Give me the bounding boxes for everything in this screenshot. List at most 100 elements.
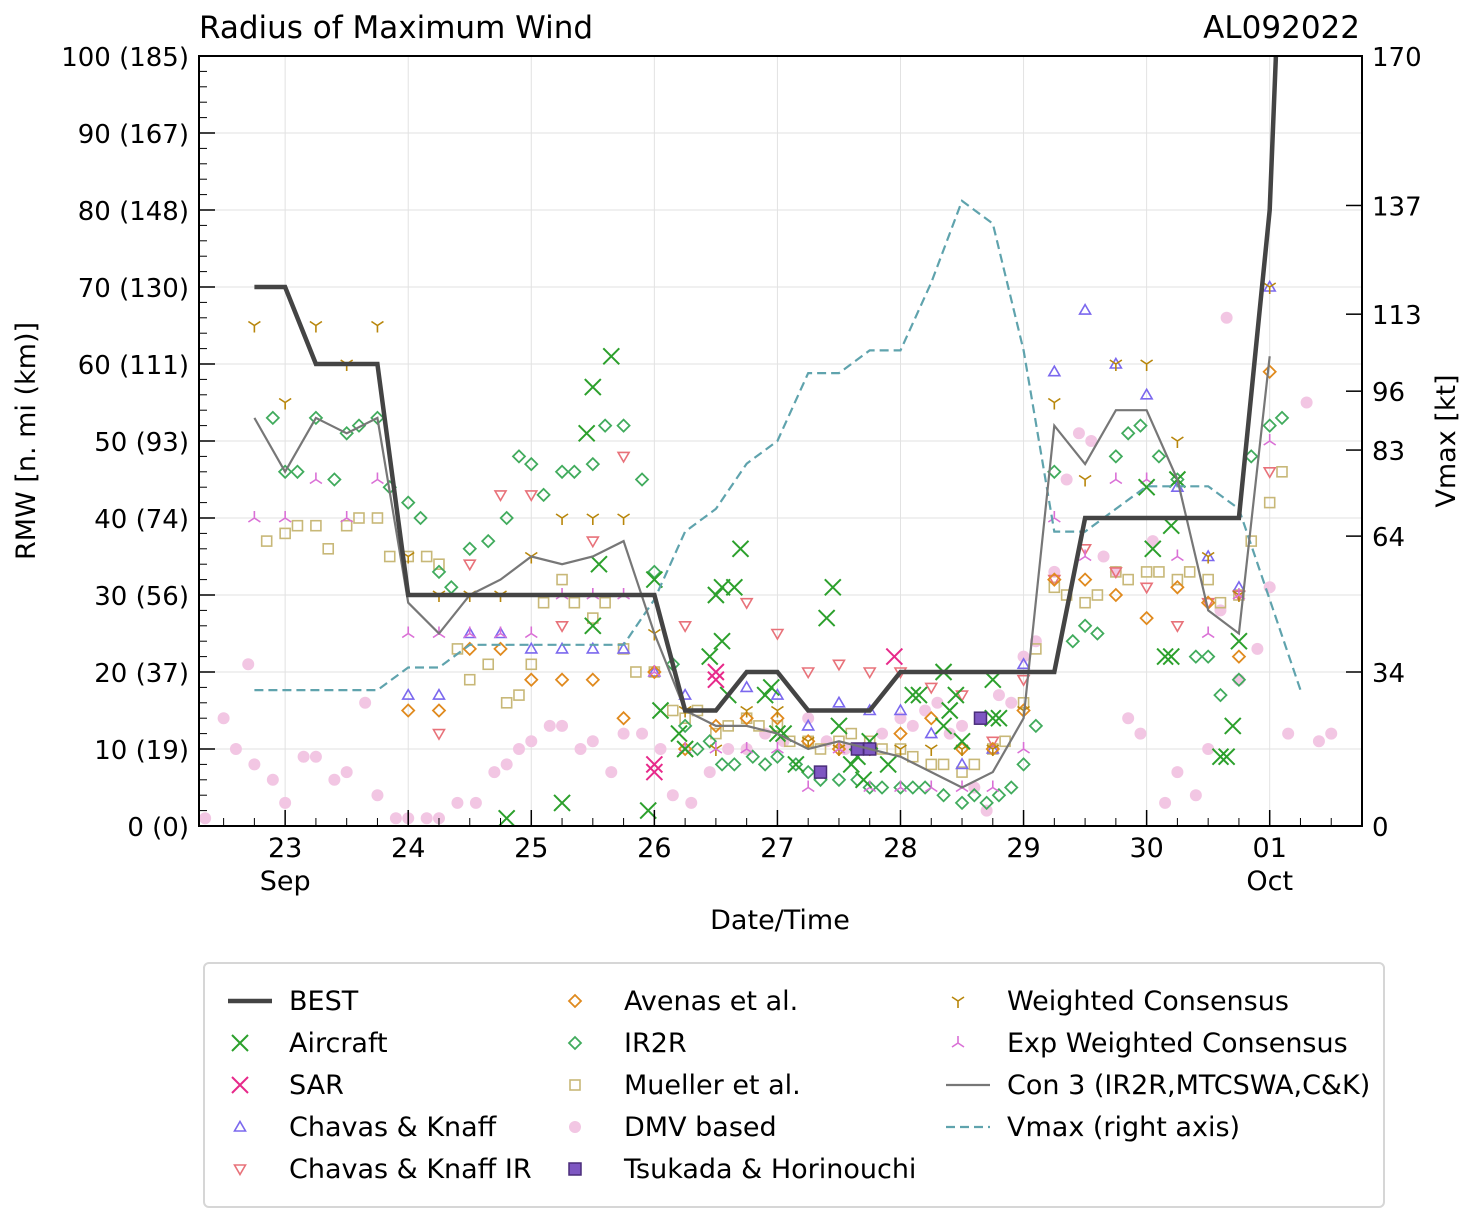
dmv-based-point xyxy=(199,812,212,825)
ir2r-point xyxy=(1231,672,1247,687)
aircraft-point xyxy=(984,670,1002,689)
exp-weighted-consensus-point xyxy=(1109,472,1123,485)
exp-weighted-consensus-point xyxy=(832,742,846,754)
avenas-et-al-point xyxy=(1077,572,1093,587)
dmv-based-point xyxy=(279,796,292,809)
aircraft-point xyxy=(984,709,1002,727)
mueller-et-al-point xyxy=(433,558,445,571)
sar-point xyxy=(645,755,664,774)
weighted-consensus-point xyxy=(1263,282,1277,294)
mueller-et-al-point xyxy=(1171,573,1184,586)
ir2r-point xyxy=(511,449,527,464)
avenas-et-al-point xyxy=(893,726,908,741)
series-chavas-knaff-ir xyxy=(432,451,1277,749)
legend-swatch-weighted-consensus xyxy=(951,996,965,1008)
ir2r-point xyxy=(917,780,933,795)
dmv-based-point xyxy=(469,796,482,809)
chavas-knaff-ir-point xyxy=(1078,544,1092,556)
exp-weighted-consensus-point xyxy=(1017,742,1031,754)
aircraft-point xyxy=(854,771,873,789)
legend-item-tsukada-horinouchi: Tsukada & Horinouchi xyxy=(560,1152,916,1186)
legend-item-best: BEST xyxy=(225,984,358,1018)
chavas-knaff-point xyxy=(832,695,846,708)
mueller-et-al-point xyxy=(1091,589,1104,601)
ir2r-point xyxy=(1065,633,1081,649)
mueller-et-al-point xyxy=(667,704,679,717)
mueller-et-al-point xyxy=(463,673,476,686)
ir2r-point xyxy=(1133,418,1148,433)
legend-marker xyxy=(568,1162,582,1176)
avenas-et-al-point xyxy=(677,741,693,757)
ir2r-point xyxy=(677,718,693,734)
mueller-et-al-point xyxy=(753,720,765,732)
right-y-tick-label: 0 xyxy=(1372,813,1389,843)
ir2r-point xyxy=(265,410,281,426)
mueller-et-al-point xyxy=(420,550,433,563)
aircraft-point xyxy=(824,578,842,597)
mueller-et-al-point xyxy=(1214,596,1227,609)
weighted-consensus-point xyxy=(709,744,723,756)
ir2r-point xyxy=(770,749,785,764)
aircraft-point xyxy=(590,555,608,573)
aircraft-point xyxy=(1156,647,1174,666)
exp-weighted-consensus-point xyxy=(1263,434,1277,446)
x-tick-label: 28 xyxy=(883,833,917,864)
rmw-chart: 0 (0) 10 (19) 20 (37) 30 (56) 40 (74) 50 (93)… xyxy=(11,10,1462,936)
legend-item-chavas-knaff: Chavas & Knaff xyxy=(225,1110,496,1144)
mueller-et-al-point xyxy=(814,743,827,755)
avenas-et-al-point xyxy=(1047,572,1062,587)
weighted-consensus-point xyxy=(1078,474,1092,487)
weighted-consensus-point xyxy=(371,320,384,333)
chavas-knaff-point xyxy=(432,688,446,700)
weighted-consensus-point xyxy=(986,744,1000,756)
aircraft-point xyxy=(879,755,897,774)
dmv-based-point xyxy=(1060,473,1073,486)
aircraft-point xyxy=(947,686,965,704)
exp-weighted-consensus-point xyxy=(1201,626,1215,639)
avenas-et-al-point xyxy=(1108,587,1124,603)
avenas-et-al-point xyxy=(493,641,508,657)
chavas-knaff-point xyxy=(1078,303,1092,315)
chavas-knaff-point xyxy=(585,641,600,654)
exp-weighted-consensus-point xyxy=(740,742,754,754)
avenas-et-al-point xyxy=(400,703,416,718)
ir2r-point xyxy=(850,772,865,788)
mueller-et-al-point xyxy=(482,658,495,671)
aircraft-point xyxy=(1224,717,1242,735)
legend-marker xyxy=(567,993,583,1009)
chavas-knaff-ir-point xyxy=(955,690,969,703)
exp-weighted-consensus-point xyxy=(1078,549,1092,562)
dmv-based-point xyxy=(420,812,433,825)
avenas-et-al-point xyxy=(524,672,539,687)
weighted-consensus-point xyxy=(924,744,938,756)
x-tick-label: 01 xyxy=(1253,833,1287,864)
ir2r-point xyxy=(536,487,551,503)
ir2r-point xyxy=(413,510,428,526)
y-tick-label: 90 (167) xyxy=(78,120,189,150)
aircraft-point xyxy=(756,686,774,704)
chavas-knaff-ir-point xyxy=(524,490,539,502)
mueller-et-al-point xyxy=(1245,535,1258,547)
dmv-based-point xyxy=(980,804,993,817)
aircraft-point xyxy=(707,586,725,604)
chavas-knaff-ir-point xyxy=(1016,674,1031,687)
chavas-knaff-ir-point xyxy=(432,728,446,741)
chavas-knaff-ir-point xyxy=(770,628,785,641)
exp-weighted-consensus-point xyxy=(770,742,784,754)
dmv-based-point xyxy=(1282,727,1295,740)
dmv-based-point xyxy=(1202,743,1215,755)
dmv-based-point xyxy=(340,766,353,779)
mueller-et-al-point xyxy=(260,535,273,547)
ir2r-point xyxy=(905,780,921,795)
legend-label: Vmax (right axis) xyxy=(1007,1111,1241,1143)
aircraft-point xyxy=(713,578,731,597)
chavas-knaff-point xyxy=(493,626,508,639)
chavas-knaff-point xyxy=(401,688,416,700)
mueller-et-al-point xyxy=(1017,696,1030,709)
dmv-based-point xyxy=(1220,311,1233,324)
chavas-knaff-ir-point xyxy=(1262,467,1277,479)
avenas-et-al-point xyxy=(585,672,601,687)
dmv-based-point xyxy=(1159,796,1172,809)
legend-swatch-chavas-knaff-ir xyxy=(233,1164,247,1177)
dmv-based-point xyxy=(1325,727,1338,740)
